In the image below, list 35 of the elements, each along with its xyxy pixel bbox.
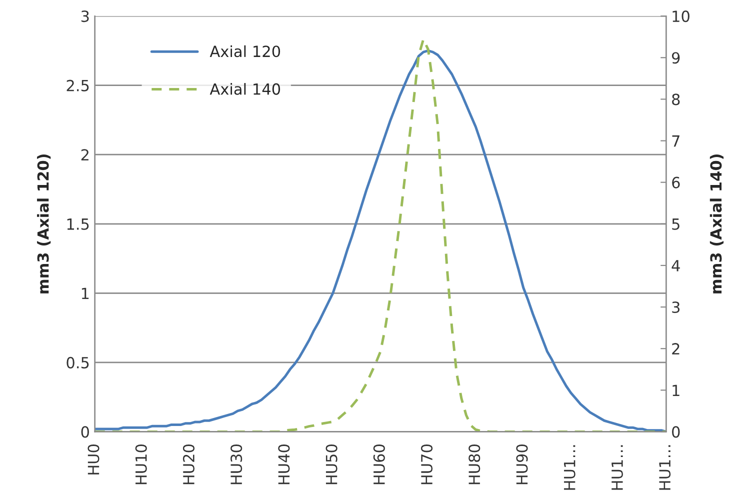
y2-tick-label: 1 — [672, 384, 680, 396]
y2-tick-label: 6 — [672, 176, 680, 188]
y2-tick-label: 4 — [672, 260, 680, 272]
x-tick-label: HU60 — [373, 444, 385, 484]
x-tick-label: HU30 — [230, 444, 242, 484]
y2-tick-label: 10 — [672, 10, 690, 22]
y2-tick-label: 7 — [672, 135, 680, 147]
y2-tick-label: 2 — [672, 343, 680, 354]
x-tick-label: HU90 — [516, 444, 528, 484]
y2-tick-label: 0 — [672, 426, 680, 438]
y-tick-label: 0.5 — [66, 356, 89, 368]
y-tick-label: 2.5 — [66, 80, 89, 92]
y2-axis-title: mm3 (Axial 140) — [710, 154, 724, 294]
x-tick-label: HU0 — [88, 444, 100, 474]
legend-label: Axial 140 — [210, 83, 280, 95]
x-tick-label: HU40 — [278, 444, 290, 484]
y-tick-label: 3 — [81, 10, 89, 22]
legend-label: Axial 120 — [210, 45, 280, 58]
y2-tick-label: 3 — [672, 301, 680, 314]
x-tick-label: HU1… — [612, 445, 623, 490]
y2-tick-label: 9 — [672, 52, 680, 64]
x-tick-label: HU70 — [420, 444, 433, 484]
y2-tick-label: 8 — [672, 94, 680, 106]
x-tick-label: HU50 — [326, 444, 338, 484]
x-tick-label: HU1… — [659, 445, 671, 490]
x-tick-label: HU10 — [135, 444, 147, 484]
x-tick-label: HU1… — [564, 445, 576, 490]
y-tick-label: 1.5 — [67, 218, 89, 230]
y2-tick-label: 5 — [672, 218, 680, 230]
y-tick-label: 2 — [81, 149, 88, 160]
y-axis-title: mm3 (Axial 120) — [37, 154, 51, 294]
x-tick-label: HU80 — [468, 444, 480, 484]
y-tick-label: 0 — [81, 426, 89, 438]
y-tick-label: 1 — [82, 288, 89, 299]
x-tick-label: HU20 — [182, 444, 194, 484]
